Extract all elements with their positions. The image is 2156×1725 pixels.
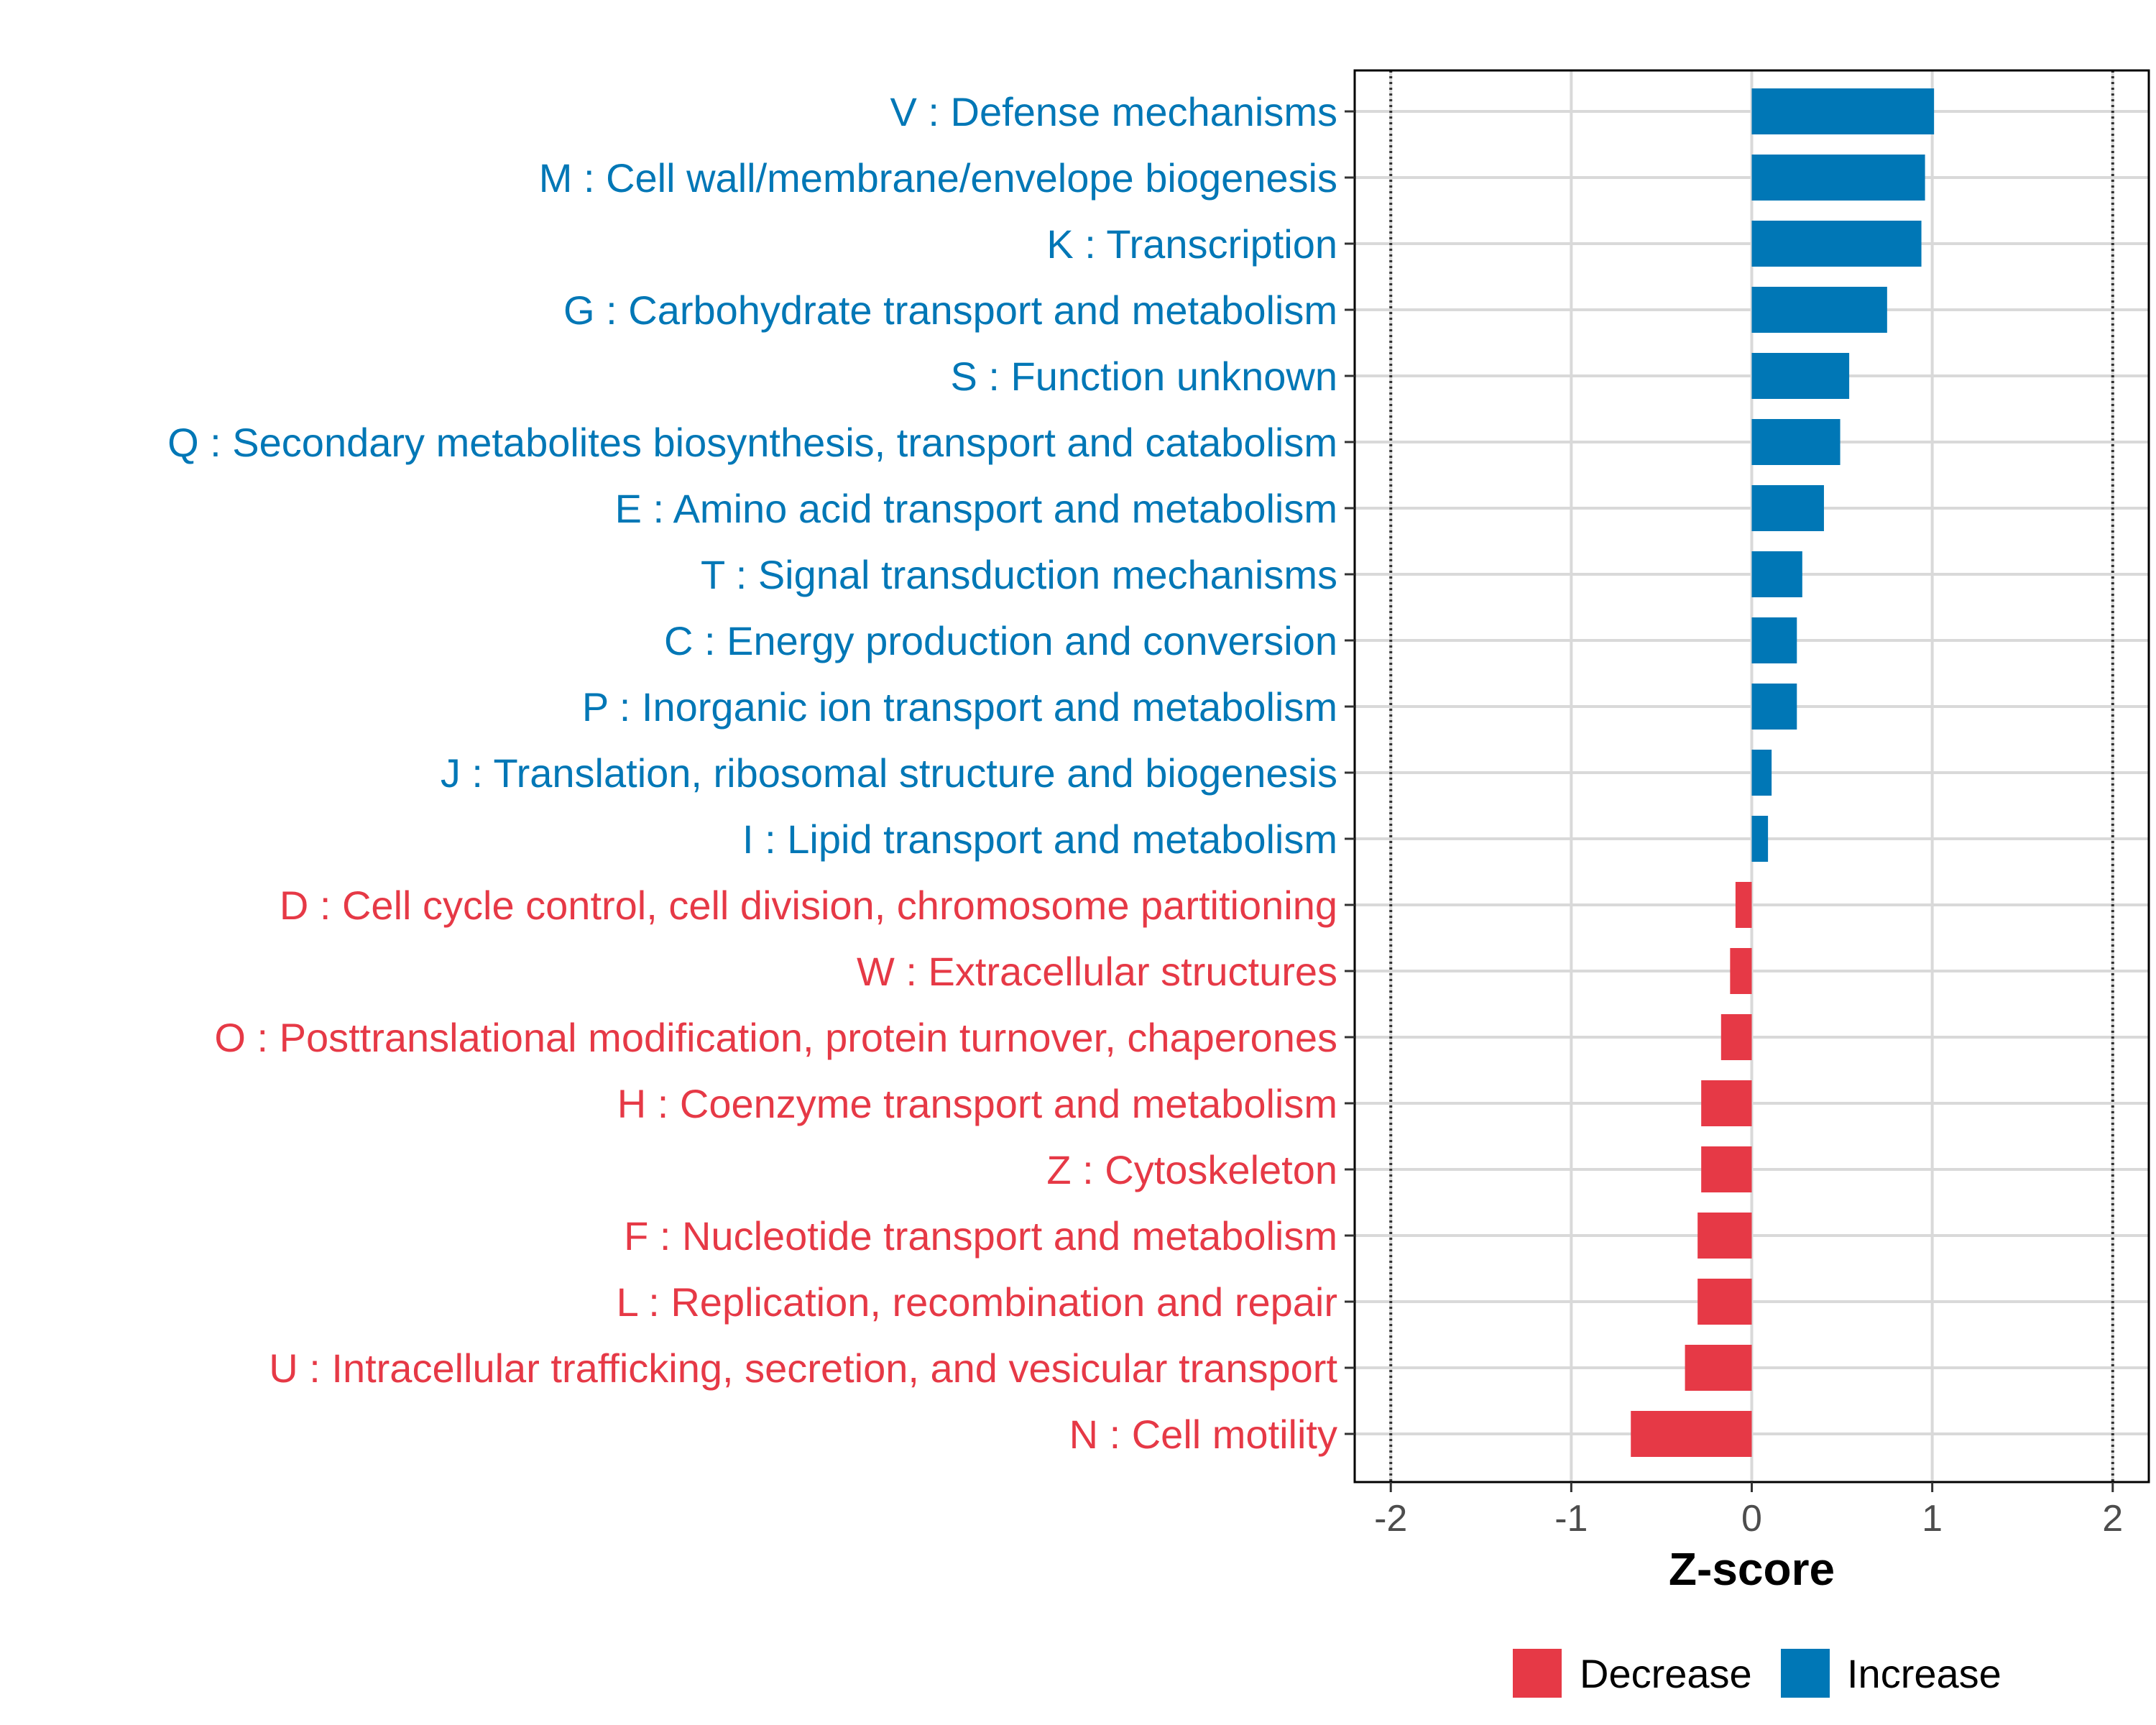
bar [1751, 684, 1797, 730]
x-axis-title: Z-score [1669, 1543, 1835, 1595]
bar [1751, 88, 1935, 134]
x-axis-ticks: -2 -1 0 1 2 [1374, 1482, 2123, 1540]
category-label: F : Nucleotide transport and metabolism [624, 1213, 1337, 1259]
category-label: O : Posttranslational modification, prot… [214, 1015, 1337, 1060]
legend-swatch-increase [1781, 1649, 1830, 1698]
bar [1701, 1146, 1752, 1192]
y-axis-ticks [1345, 110, 1355, 1435]
category-label: C : Energy production and conversion [664, 618, 1337, 663]
bar [1730, 948, 1752, 994]
bar [1735, 882, 1752, 928]
bars [1631, 88, 1935, 1457]
category-label: J : Translation, ribosomal structure and… [441, 750, 1337, 796]
bar [1697, 1213, 1752, 1259]
category-label: S : Function unknown [950, 354, 1337, 399]
bar [1701, 1080, 1752, 1126]
bar [1751, 155, 1925, 201]
bar [1720, 1014, 1752, 1060]
legend-label-decrease: Decrease [1580, 1651, 1752, 1696]
category-label: W : Extracellular structures [857, 949, 1337, 994]
category-label: T : Signal transduction mechanisms [701, 552, 1337, 597]
bar [1751, 617, 1797, 663]
x-tick-label: 1 [1922, 1498, 1943, 1540]
bar [1685, 1345, 1752, 1391]
category-label: G : Carbohydrate transport and metabolis… [563, 288, 1337, 333]
bar [1751, 419, 1841, 465]
category-label: Z : Cytoskeleton [1046, 1147, 1337, 1192]
category-label: E : Amino acid transport and metabolism [615, 486, 1337, 531]
legend-swatch-decrease [1513, 1649, 1562, 1698]
bar [1751, 485, 1824, 531]
bar [1751, 551, 1802, 597]
legend: Decrease Increase [1513, 1649, 2001, 1698]
category-label: H : Coenzyme transport and metabolism [617, 1081, 1337, 1126]
category-label: U : Intracellular trafficking, secretion… [269, 1346, 1337, 1391]
bar [1751, 287, 1887, 333]
x-tick-label: -2 [1374, 1498, 1407, 1540]
legend-label-increase: Increase [1847, 1651, 2001, 1696]
category-labels: V : Defense mechanisms M : Cell wall/memb… [167, 89, 1337, 1457]
category-label: V : Defense mechanisms [890, 89, 1337, 134]
category-label: L : Replication, recombination and repai… [617, 1279, 1337, 1325]
bar [1631, 1411, 1752, 1457]
category-label: Q : Secondary metabolites biosynthesis, … [167, 420, 1337, 465]
bar [1751, 750, 1772, 796]
x-tick-label: 2 [2102, 1498, 2123, 1540]
x-tick-label: 0 [1741, 1498, 1762, 1540]
bar [1751, 353, 1850, 399]
bar [1751, 221, 1922, 267]
x-tick-label: -1 [1554, 1498, 1588, 1540]
category-label: K : Transcription [1046, 221, 1337, 267]
category-label: P : Inorganic ion transport and metaboli… [582, 684, 1337, 730]
category-label: D : Cell cycle control, cell division, c… [280, 883, 1337, 928]
category-label: I : Lipid transport and metabolism [742, 816, 1337, 862]
category-label: M : Cell wall/membrane/envelope biogenes… [539, 155, 1337, 201]
bar [1751, 816, 1769, 862]
category-label: N : Cell motility [1069, 1412, 1337, 1457]
bar [1697, 1279, 1752, 1325]
